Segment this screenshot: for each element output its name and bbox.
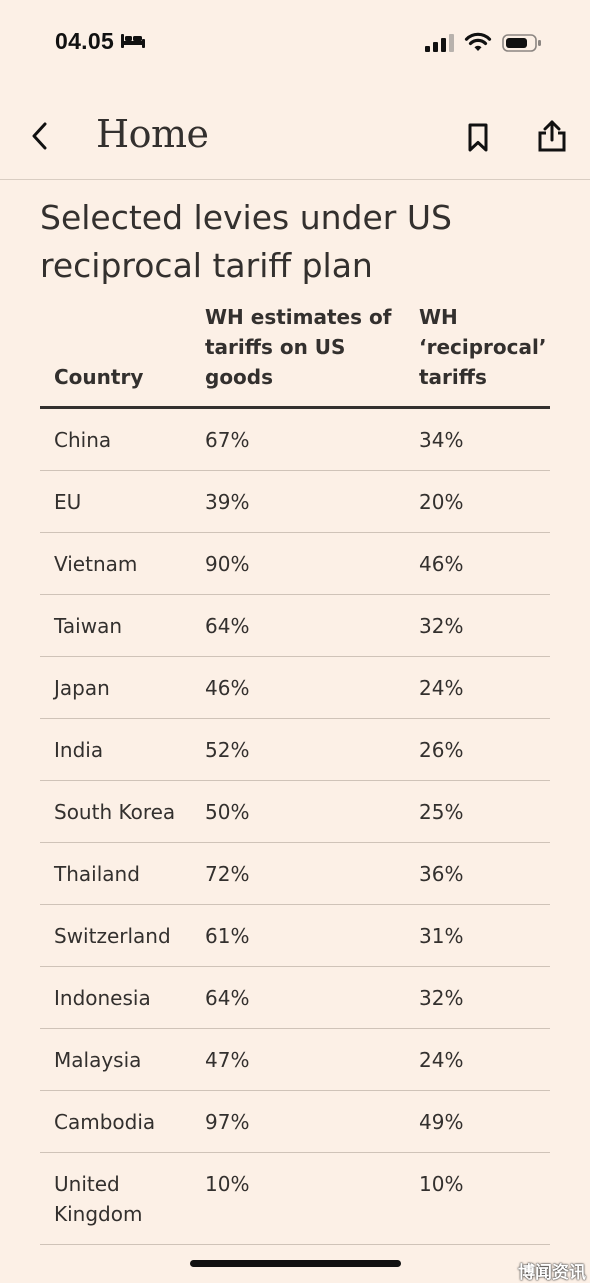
cell-wh-estimate: 97%	[205, 1090, 419, 1153]
table-row: India 52% 26%	[40, 718, 550, 781]
cell-wh-estimate: 90%	[205, 532, 419, 595]
cell-country: EU	[40, 470, 205, 533]
cell-reciprocal-tariff: 49%	[419, 1090, 550, 1153]
cell-country: South Korea	[40, 780, 205, 843]
status-icons	[424, 32, 542, 58]
cell-wh-estimate: 64%	[205, 966, 419, 1029]
cell-reciprocal-tariff: 36%	[419, 842, 550, 905]
status-time-group: 04.05	[55, 28, 146, 55]
status-time: 04.05	[55, 28, 115, 54]
cell-country: Cambodia	[40, 1090, 205, 1153]
table-header-row: Country WH estimates of tariffs on US go…	[40, 300, 550, 409]
cell-wh-estimate: 61%	[205, 904, 419, 967]
table-body: China 67% 34% EU 39% 20% Vietnam 90% 46% Taiwan 64…	[40, 407, 550, 1245]
bookmark-button[interactable]	[463, 122, 493, 158]
table-row: South Korea 50% 25%	[40, 780, 550, 843]
cell-country: Thailand	[40, 842, 205, 905]
cellular-signal-icon	[424, 33, 454, 57]
cell-wh-estimate: 52%	[205, 718, 419, 781]
cell-country: India	[40, 718, 205, 781]
cell-reciprocal-tariff: 10%	[419, 1152, 550, 1245]
tariff-table: Country WH estimates of tariffs on US go…	[40, 300, 550, 1245]
header-reciprocal: WH ‘reciprocal’ tariffs	[419, 300, 550, 409]
bed-icon	[120, 31, 146, 53]
table-row: Indonesia 64% 32%	[40, 966, 550, 1029]
article-headline: Selected levies under US reciprocal tari…	[40, 198, 452, 285]
table-row: Vietnam 90% 46%	[40, 532, 550, 595]
cell-wh-estimate: 10%	[205, 1152, 419, 1245]
cell-country: Vietnam	[40, 532, 205, 595]
cell-wh-estimate: 39%	[205, 470, 419, 533]
cell-wh-estimate: 50%	[205, 780, 419, 843]
cell-wh-estimate: 72%	[205, 842, 419, 905]
cell-wh-estimate: 46%	[205, 656, 419, 719]
cell-reciprocal-tariff: 34%	[419, 407, 550, 471]
nav-title: Home	[96, 112, 209, 156]
cell-reciprocal-tariff: 46%	[419, 532, 550, 595]
table-row: Switzerland 61% 31%	[40, 904, 550, 967]
table-row: Taiwan 64% 32%	[40, 594, 550, 657]
home-indicator[interactable]	[190, 1260, 401, 1267]
cell-country: Malaysia	[40, 1028, 205, 1091]
table-row: China 67% 34%	[40, 407, 550, 471]
share-button[interactable]	[534, 118, 570, 158]
table-row: EU 39% 20%	[40, 470, 550, 533]
back-chevron-icon	[29, 121, 51, 155]
header-wh-estimates: WH estimates of tariffs on US goods	[205, 300, 419, 409]
table-row: Malaysia 47% 24%	[40, 1028, 550, 1091]
cell-country: United Kingdom	[40, 1152, 205, 1245]
battery-icon	[502, 33, 542, 57]
table-row: United Kingdom 10% 10%	[40, 1152, 550, 1245]
header-country: Country	[40, 300, 205, 409]
cell-reciprocal-tariff: 25%	[419, 780, 550, 843]
cell-wh-estimate: 64%	[205, 594, 419, 657]
share-icon	[537, 119, 567, 157]
cell-country: Switzerland	[40, 904, 205, 967]
nav-bar: Home	[0, 88, 590, 180]
cell-wh-estimate: 47%	[205, 1028, 419, 1091]
cell-reciprocal-tariff: 20%	[419, 470, 550, 533]
table-row: Cambodia 97% 49%	[40, 1090, 550, 1153]
cell-reciprocal-tariff: 24%	[419, 656, 550, 719]
table-row: Japan 46% 24%	[40, 656, 550, 719]
wifi-icon	[464, 32, 492, 58]
watermark: 博闻资讯	[518, 1263, 586, 1283]
status-bar: 04.05	[0, 0, 590, 88]
cell-reciprocal-tariff: 24%	[419, 1028, 550, 1091]
back-button[interactable]	[22, 120, 58, 156]
cell-reciprocal-tariff: 32%	[419, 594, 550, 657]
cell-reciprocal-tariff: 31%	[419, 904, 550, 967]
cell-country: China	[40, 407, 205, 471]
cell-country: Taiwan	[40, 594, 205, 657]
cell-reciprocal-tariff: 32%	[419, 966, 550, 1029]
cell-wh-estimate: 67%	[205, 407, 419, 471]
cell-country: Japan	[40, 656, 205, 719]
cell-reciprocal-tariff: 26%	[419, 718, 550, 781]
bookmark-icon	[467, 123, 489, 157]
table-row: Thailand 72% 36%	[40, 842, 550, 905]
cell-country: Indonesia	[40, 966, 205, 1029]
